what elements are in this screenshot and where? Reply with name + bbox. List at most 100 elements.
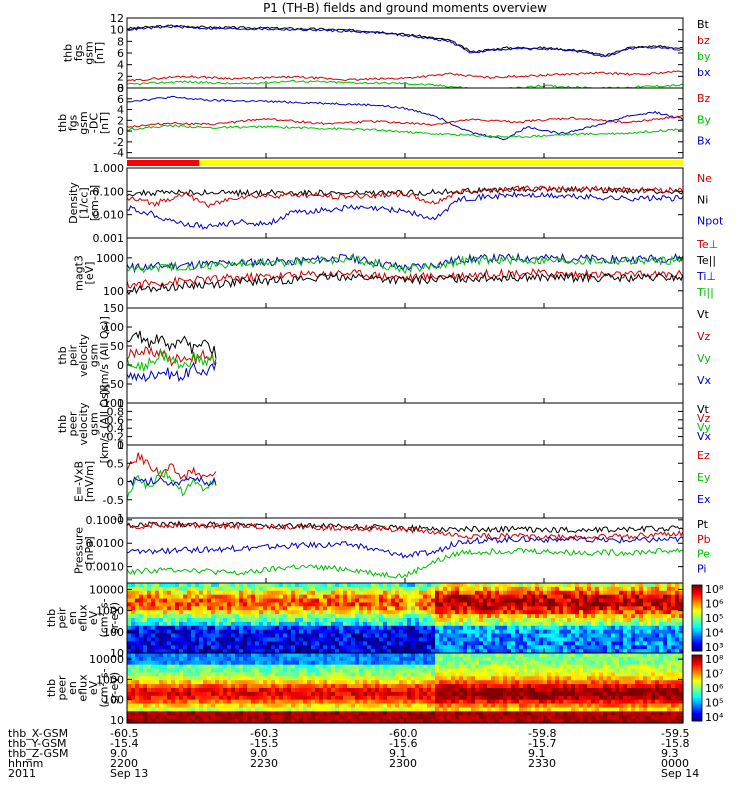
heatmap-cell xyxy=(395,695,400,701)
heatmap-cell xyxy=(335,637,340,642)
heatmap-cell xyxy=(279,629,284,635)
heatmap-cell xyxy=(127,637,132,642)
heatmap-cell xyxy=(419,594,424,600)
heatmap-cell xyxy=(595,586,600,592)
heatmap-cell xyxy=(183,703,188,709)
heatmap-cell xyxy=(367,633,372,639)
heatmap-cell xyxy=(227,590,232,596)
heatmap-cell xyxy=(307,660,312,666)
heatmap-cell xyxy=(383,629,388,635)
heatmap-cell xyxy=(367,637,372,642)
heatmap-cell xyxy=(351,715,356,720)
heatmap-cell xyxy=(575,684,580,689)
heatmap-cell xyxy=(163,684,168,689)
heatmap-cell xyxy=(231,695,236,701)
heatmap-cell xyxy=(483,590,488,596)
heatmap-cell xyxy=(327,602,332,607)
heatmap-cell xyxy=(259,606,264,611)
heatmap-cell xyxy=(419,621,424,627)
heatmap-cell xyxy=(351,703,356,709)
heatmap-cell xyxy=(179,610,184,615)
heatmap-cell xyxy=(623,625,628,631)
heatmap-cell xyxy=(243,668,248,674)
heatmap-cell xyxy=(515,668,520,674)
heatmap-cell xyxy=(603,625,608,631)
y-tick-label: 0.6 xyxy=(107,414,125,427)
heatmap-cell xyxy=(203,610,208,615)
heatmap-cell xyxy=(455,684,460,689)
heatmap-cell xyxy=(539,645,544,650)
heatmap-cell xyxy=(167,621,172,627)
heatmap-cell xyxy=(491,586,496,592)
heatmap-cell xyxy=(335,684,340,689)
heatmap-cell xyxy=(523,703,528,709)
heatmap-cell xyxy=(603,594,608,600)
heatmap-cell xyxy=(399,695,404,701)
heatmap-cell xyxy=(503,614,508,619)
heatmap-cell xyxy=(315,641,320,646)
colorbar-step xyxy=(692,599,702,602)
heatmap-cell xyxy=(463,614,468,619)
heatmap-cell xyxy=(367,680,372,685)
heatmap-cell xyxy=(383,621,388,627)
heatmap-cell xyxy=(447,637,452,642)
heatmap-cell xyxy=(423,672,428,677)
heatmap-cell xyxy=(559,649,564,654)
heatmap-cell xyxy=(299,598,304,604)
heatmap-cell xyxy=(351,664,356,670)
heatmap-cell xyxy=(391,699,396,705)
heatmap-cell xyxy=(503,719,508,724)
heatmap-cell xyxy=(507,715,512,720)
heatmap-cell xyxy=(603,629,608,635)
heatmap-cell xyxy=(139,614,144,619)
heatmap-cell xyxy=(595,649,600,654)
heatmap-cell xyxy=(239,606,244,611)
heatmap-cell xyxy=(411,668,416,674)
heatmap-cell xyxy=(567,618,572,623)
heatmap-cell xyxy=(139,668,144,674)
heatmap-cell xyxy=(251,649,256,654)
heatmap-cell xyxy=(451,614,456,619)
heatmap-cell xyxy=(331,703,336,709)
heatmap-cell xyxy=(187,610,192,615)
heatmap-cell xyxy=(539,594,544,600)
y-tick-label: -2 xyxy=(113,136,124,149)
heatmap-cell xyxy=(435,660,440,666)
heatmap-cell xyxy=(439,637,444,642)
heatmap-cell xyxy=(475,656,480,662)
heatmap-cell xyxy=(391,590,396,596)
heatmap-cell xyxy=(339,583,344,588)
heatmap-cell xyxy=(343,668,348,674)
heatmap-cell xyxy=(163,660,168,666)
heatmap-cell xyxy=(407,618,412,623)
heatmap-cell xyxy=(163,633,168,639)
heatmap-cell xyxy=(195,653,200,658)
heatmap-cell xyxy=(419,719,424,724)
heatmap-cell xyxy=(507,606,512,611)
heatmap-cell xyxy=(175,602,180,607)
heatmap-cell xyxy=(515,625,520,631)
heatmap-cell xyxy=(223,649,228,654)
heatmap-cell xyxy=(563,583,568,588)
heatmap-cell xyxy=(175,680,180,685)
heatmap-cell xyxy=(555,606,560,611)
heatmap-cell xyxy=(507,691,512,697)
heatmap-cell xyxy=(439,583,444,588)
heatmap-cell xyxy=(647,618,652,623)
heatmap-cell xyxy=(259,645,264,650)
heatmap-cell xyxy=(407,664,412,670)
heatmap-cell xyxy=(371,715,376,720)
heatmap-cell xyxy=(511,625,516,631)
heatmap-cell xyxy=(487,656,492,662)
heatmap-cell xyxy=(295,660,300,666)
heatmap-cell xyxy=(143,653,148,658)
heatmap-cell xyxy=(655,649,660,654)
heatmap-cell xyxy=(539,633,544,639)
heatmap-cell xyxy=(411,653,416,658)
heatmap-cell xyxy=(443,672,448,677)
heatmap-cell xyxy=(423,699,428,705)
heatmap-cell xyxy=(403,618,408,623)
heatmap-cell xyxy=(315,707,320,712)
heatmap-cell xyxy=(679,625,684,631)
heatmap-cell xyxy=(319,610,324,615)
